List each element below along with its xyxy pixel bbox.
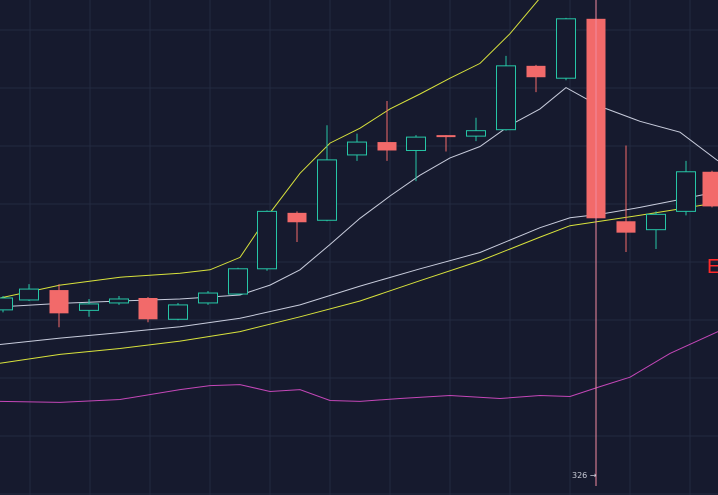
candle — [646, 211, 666, 249]
candle — [526, 64, 546, 93]
candle — [616, 145, 636, 252]
indicator-lines — [0, 0, 718, 403]
candle — [109, 296, 129, 305]
line-lower-band-2 — [0, 202, 718, 364]
candle-body-up — [646, 213, 666, 231]
candle-body-up — [228, 268, 248, 295]
candle — [496, 55, 516, 131]
edge-annotation-text: E — [707, 256, 718, 278]
candle-body-down — [436, 135, 456, 138]
candle — [466, 117, 486, 142]
candle-body-up — [198, 292, 218, 304]
candle — [138, 297, 158, 323]
candle — [287, 211, 307, 243]
candle — [676, 160, 696, 216]
candle — [556, 17, 576, 81]
candle — [377, 100, 397, 161]
candle-body-up — [19, 288, 39, 301]
crosshair: 326 → — [572, 0, 597, 486]
candle-body-down — [526, 65, 546, 78]
candle-body-down — [377, 142, 397, 151]
candle-body-up — [0, 297, 13, 311]
candle-body-down — [616, 221, 636, 233]
candle — [406, 135, 426, 182]
candle-body-down — [287, 212, 307, 223]
candle-body-up — [496, 65, 516, 131]
candle — [198, 291, 218, 305]
candle — [0, 296, 13, 313]
candle-body-up — [168, 304, 188, 320]
candle — [257, 210, 277, 271]
candle — [168, 302, 188, 321]
candle-body-up — [257, 210, 277, 270]
candle-body-up — [406, 136, 426, 151]
line-middle-line-3 — [0, 191, 718, 345]
candle — [49, 284, 69, 328]
candle-body-up — [466, 130, 486, 137]
candle — [79, 298, 99, 317]
candle — [228, 267, 248, 296]
candle-body-up — [109, 298, 129, 304]
line-indicator-4 — [0, 331, 718, 403]
candle-body-up — [676, 171, 696, 212]
candle-body-down — [138, 297, 158, 320]
candle-body-up — [79, 303, 99, 311]
crosshair-x-label: 326 → — [572, 471, 597, 480]
candle-body-up — [347, 141, 367, 156]
candle — [702, 170, 718, 208]
candle-body-down — [49, 290, 69, 314]
line-upper-band-0 — [0, 0, 539, 299]
candle — [347, 133, 367, 161]
candle-body-up — [317, 159, 337, 221]
candle — [317, 125, 337, 222]
candle-body-down — [702, 171, 718, 207]
candle-body-up — [556, 18, 576, 79]
candle — [436, 135, 456, 152]
candle — [19, 284, 39, 301]
